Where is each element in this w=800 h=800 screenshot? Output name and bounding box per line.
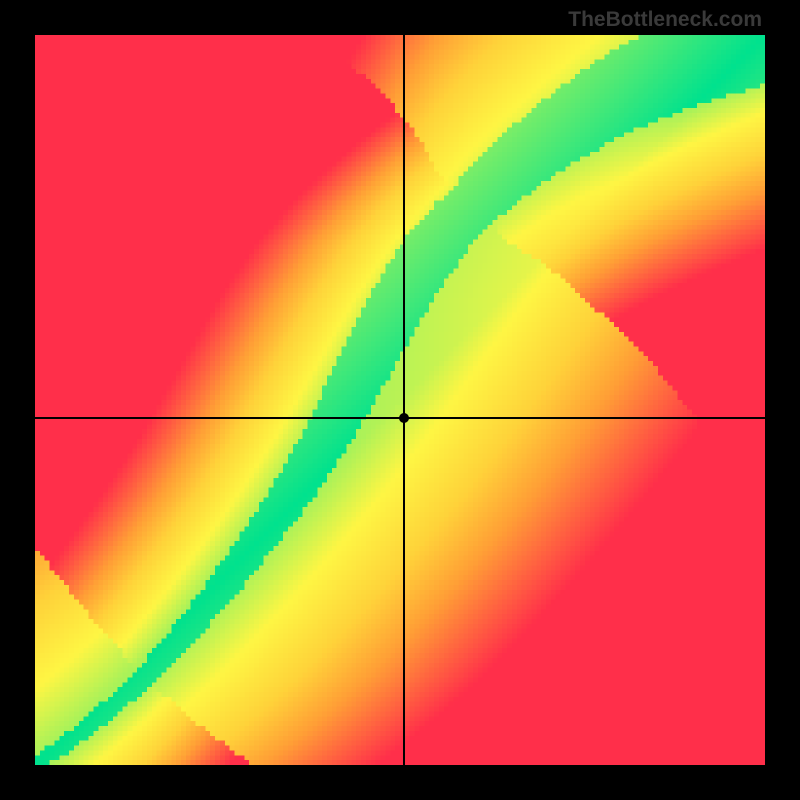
crosshair-vertical-line [403,35,405,765]
watermark-text: TheBottleneck.com [568,8,762,32]
selection-marker[interactable] [399,413,409,423]
bottleneck-heatmap [35,35,765,765]
